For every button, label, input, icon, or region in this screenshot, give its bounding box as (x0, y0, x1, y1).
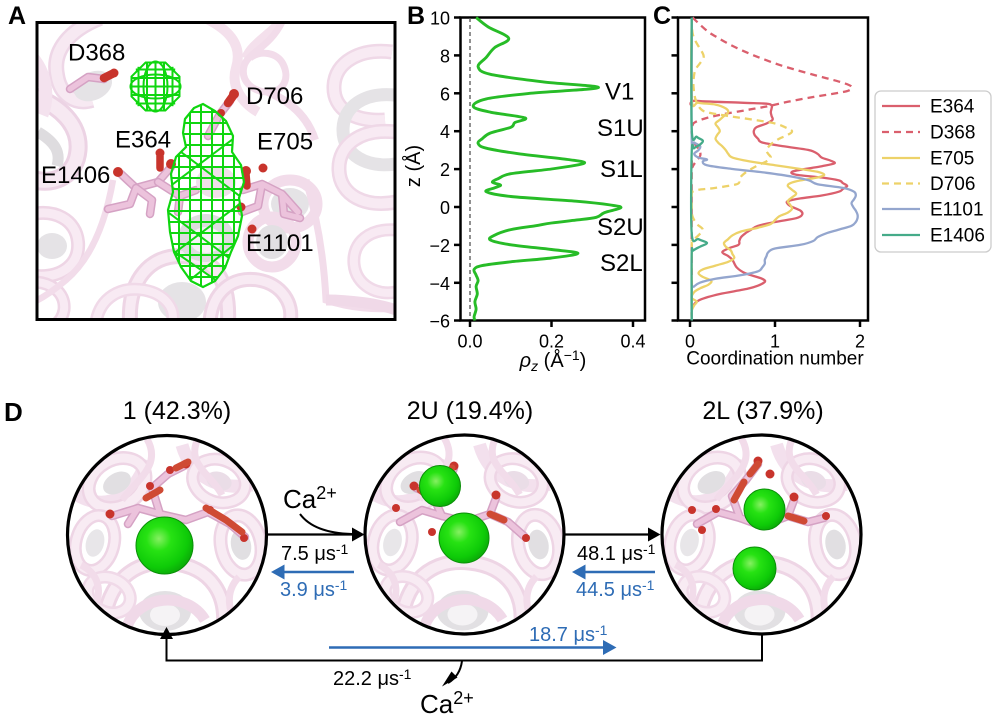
svg-text:B: B (407, 2, 425, 30)
svg-text:A: A (8, 2, 26, 30)
svg-text:z (Å): z (Å) (402, 145, 425, 187)
svg-text:S2U: S2U (597, 214, 644, 241)
svg-text:E705: E705 (257, 129, 313, 156)
svg-text:48.1 μs-1: 48.1 μs-1 (577, 541, 656, 565)
svg-text:7.5 μs-1: 7.5 μs-1 (281, 541, 349, 565)
svg-text:44.5 μs-1: 44.5 μs-1 (576, 577, 655, 601)
svg-text:−2: −2 (429, 236, 450, 256)
svg-text:E1101: E1101 (930, 200, 984, 221)
svg-text:18.7 μs-1: 18.7 μs-1 (529, 622, 608, 646)
svg-text:E1406: E1406 (930, 226, 985, 247)
svg-text:3.9 μs-1: 3.9 μs-1 (280, 577, 348, 601)
svg-text:22.2 μs-1: 22.2 μs-1 (333, 666, 412, 690)
svg-text:10: 10 (430, 9, 450, 29)
svg-text:4: 4 (440, 122, 450, 142)
svg-text:8: 8 (440, 46, 450, 66)
svg-text:Ca2+: Ca2+ (283, 483, 337, 514)
svg-text:Coordination number: Coordination number (686, 349, 864, 370)
svg-text:2: 2 (855, 332, 865, 352)
svg-text:E705: E705 (930, 149, 974, 170)
svg-text:0: 0 (440, 198, 450, 218)
svg-text:D706: D706 (246, 83, 303, 110)
svg-text:−6: −6 (429, 312, 450, 332)
svg-text:E364: E364 (115, 127, 171, 154)
svg-text:E1406: E1406 (41, 162, 110, 189)
svg-text:Ca2+: Ca2+ (420, 688, 474, 719)
svg-text:S2L: S2L (600, 250, 643, 277)
svg-text:0: 0 (685, 332, 695, 352)
svg-text:−4: −4 (429, 274, 450, 294)
svg-text:D706: D706 (930, 174, 975, 195)
svg-text:D: D (4, 397, 23, 427)
svg-text:S1U: S1U (597, 115, 644, 142)
svg-text:6: 6 (440, 84, 450, 104)
svg-text:0.4: 0.4 (620, 332, 645, 352)
svg-text:1 (42.3%): 1 (42.3%) (123, 397, 231, 425)
svg-text:D368: D368 (930, 123, 975, 144)
svg-text:0.0: 0.0 (457, 332, 482, 352)
svg-text:ρz (Å−1): ρz (Å−1) (519, 347, 587, 374)
svg-text:1: 1 (770, 332, 780, 352)
svg-text:E364: E364 (930, 97, 975, 118)
svg-text:2: 2 (440, 160, 450, 180)
svg-text:2L (37.9%): 2L (37.9%) (702, 397, 823, 425)
svg-text:S1L: S1L (600, 156, 643, 183)
svg-text:C: C (653, 2, 671, 30)
svg-text:2U (19.4%): 2U (19.4%) (407, 397, 533, 425)
svg-text:D368: D368 (68, 40, 125, 67)
svg-text:V1: V1 (605, 79, 634, 106)
svg-text:E1101: E1101 (246, 230, 314, 257)
svg-text:0.2: 0.2 (539, 332, 564, 352)
